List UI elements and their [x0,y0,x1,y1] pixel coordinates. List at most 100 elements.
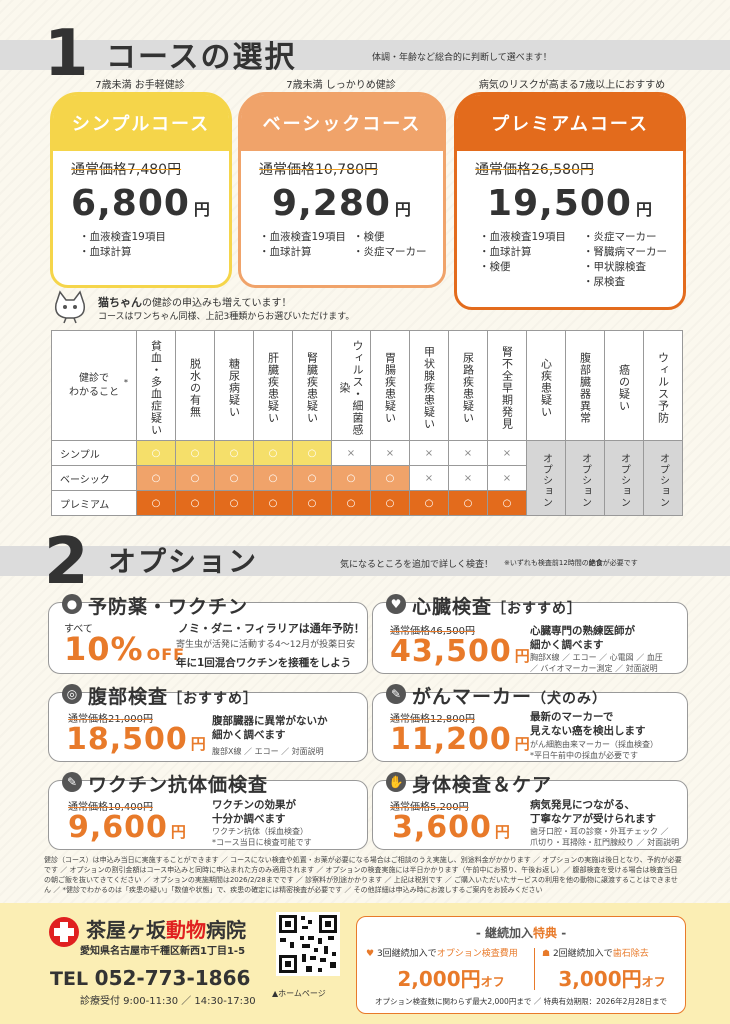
table-cell: ○ [448,490,488,516]
table-cell: × [409,465,449,491]
option-heart-desc: 心臓専門の熟練医師が 細かく調べます [530,625,635,651]
table-cell: ○ [136,490,176,516]
option-heart-details: 胸部X線 ／ エコー ／ 心電図 ／ 血圧／ バイオマーカー測定 ／ 対面説明 [530,653,663,673]
course-simple-label: 7歳未満 お手軽健診 [95,80,185,91]
special-offer-box [356,916,686,1014]
option-antibody-details: ワクチン抗体（採血検査） *コース当日に検査可能です [212,827,312,847]
col-header: 胃腸疾患疑い [370,330,410,441]
option-abdomen-price: 18,500 円 [66,722,207,757]
course-simple-price: 6,800 円 [71,183,211,224]
option-abdomen-regular-price: 通常価格21,000円 [68,714,153,725]
course-basic-price: 9,280 円 [272,183,412,224]
option-vaccine-desc3: 年に1回混合ワクチンを接種をしよう [176,657,352,669]
course-premium-label: 病気のリスクが高まる7歳以上におすすめ [478,80,666,91]
option-body-title: 身体検査＆ケア [412,774,553,796]
option-abdomen-title: 腹部検査［おすすめ］ [88,686,259,708]
option-vaccine-discount: 10% OFF [64,630,186,668]
course-basic-card[interactable]: ベーシックコース 通常価格10,780円 9,280 円 ・血液検査19項目 ・検便… [238,92,446,288]
option-cancer-desc: 最新のマーカーで 見えない癌を検出します [530,711,646,737]
stomach-icon: ◎ [62,684,82,704]
course-premium-card[interactable]: プレミアムコース 通常価格26,580円 19,500 円 ・血液検査19項目 ・炎… [454,92,686,310]
col-header: 癌の疑い [604,330,644,441]
option-cancer-card[interactable] [372,692,688,762]
clinic-name: 茶屋ヶ坂動物病院 [86,918,246,942]
table-cell: ○ [175,465,215,491]
table-cell: ○ [253,490,293,516]
table-cell: ○ [214,490,254,516]
option-antibody-card[interactable] [48,780,368,850]
course-simple-card[interactable]: シンプルコース 通常価格7,480円 6,800 円 ・血液検査19項目 ・血球計算 [50,92,232,288]
col-header: 尿路疾患疑い [448,330,488,441]
clinic-tel[interactable]: TEL 052-773-1866 [50,966,251,990]
option-vaccine-all: すべて [64,624,93,635]
option-abdomen-card[interactable] [48,692,368,762]
table-cell: × [448,465,488,491]
table-cell: ○ [292,440,332,466]
course-simple-regular-price: 通常価格7,480円 [71,162,182,178]
table-cell: ○ [136,465,176,491]
table-cell: × [370,440,410,466]
table-cell: ○ [175,490,215,516]
table-row-simple: シンプル ○ ○ ○ ○ ○ × × × × × オプション オプション オプション オプション [51,440,683,516]
option-heart-card[interactable] [372,602,688,674]
course-comparison-table: 健診で わかること * 貧血・多血症疑い 脱水の有無 糖尿病疑い 肝臓疾患疑い 腎… [51,330,683,516]
table-cell: ○ [331,490,371,516]
paw-icon: ✋ [386,772,406,792]
special-benefit-2: ☗ 2回継続加入で歯石除去 3,000円オフ [542,949,666,991]
course-simple-items: ・血液検査19項目 ・血球計算 [79,231,166,258]
option-cancer-details: がん細胞由来マーカー（採血検査） *平日午前中の採血が必要です [530,740,658,760]
option-vaccine-title: 予防薬・ワクチン [88,596,249,618]
clinic-logo-icon [49,917,79,947]
course-premium-name: プレミアムコース [457,95,683,151]
option-heart-regular-price: 通常価格46,500円 [390,626,475,637]
course-basic-label: 7歳未満 しっかりめ健診 [286,80,396,91]
course-premium-regular-price: 通常価格26,580円 [475,162,594,178]
table-corner: 健診で わかること * [51,330,137,441]
option-cell: オプション [526,440,566,516]
option-cancer-regular-price: 通常価格12,800円 [390,714,475,725]
option-abdomen-desc: 腹部臓器に異常がないか 細かく調べます [212,715,328,741]
col-header: 糖尿病疑い [214,330,254,441]
special-benefit-1: ♥ 3回継続加入でオプション検査費用 2,000円オフ [366,949,518,991]
option-cell: オプション [604,440,644,516]
option-body-card[interactable] [372,780,688,850]
option-cancer-price: 11,200 円 [390,722,531,757]
cat-icon [54,290,86,324]
col-header: ウィルス予防 [643,330,683,441]
section1-band [0,40,730,70]
option-cancer-title: がんマーカー（犬のみ） [412,686,608,708]
col-header: 脱水の有無 [175,330,215,441]
table-cell: ○ [292,465,332,491]
table-cell: ○ [370,465,410,491]
special-title: - 継続加入特典 - [475,926,567,940]
course-premium-price: 19,500 円 [487,183,653,224]
section2-subtitle: 気になるところを追加で詳しく検査！ [340,560,494,570]
cat-notice: 猫ちゃんの健診の申込みも増えています！ [98,296,292,309]
qr-code[interactable] [276,912,340,976]
table-cell: ○ [331,465,371,491]
table-cell: ○ [487,490,527,516]
heart-icon: ♥ [366,949,375,959]
special-divider [534,948,535,990]
syringe-icon: ✎ [386,684,406,704]
col-header: 貧血・多血症疑い [136,330,176,441]
col-header: 腎臓疾患疑い [292,330,332,441]
option-vaccine-card[interactable] [48,602,368,674]
col-header: 腎不全早期発見 [487,330,527,441]
option-antibody-price: 9,600 円 [68,810,187,845]
col-header: ウィルス・細菌感染 [331,330,371,441]
option-body-price: 3,600 円 [392,810,511,845]
option-heart-price: 43,500 円 [390,634,531,669]
section2-note: ※いずれも検査前12時間の絶食が必要です [504,559,638,567]
section2-number: 2 [44,525,89,599]
tooth-icon: ☗ [542,949,551,959]
clinic-address: 愛知県名古屋市千種区新西1丁目1-5 [80,946,246,957]
row-label-basic: ベーシック [51,465,137,491]
section1-number: 1 [44,17,89,91]
section1-title: コースの選択 [106,40,297,75]
heart-icon: ♥ [386,594,406,614]
option-cell: オプション [643,440,683,516]
option-body-regular-price: 通常価格5,200円 [390,802,469,813]
option-vaccine-desc2: 寄生虫が活発に活動する4～12月が投薬日安 [176,640,356,650]
section1-subtitle: 体調・年齢など総合的に判断して選べます！ [372,53,552,63]
